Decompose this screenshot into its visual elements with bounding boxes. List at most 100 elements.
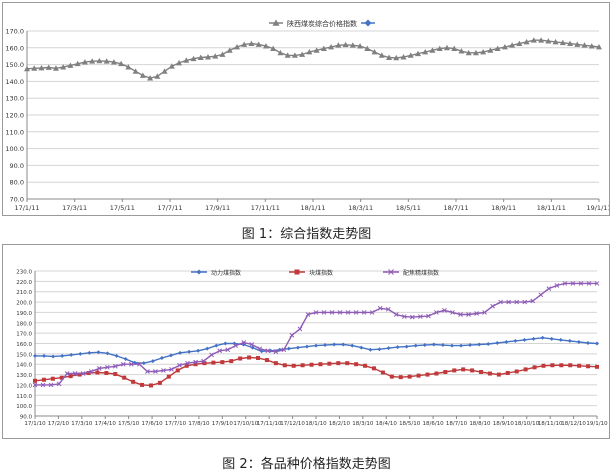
data-point <box>413 343 418 348</box>
x-tick-label: 18/10/10 <box>514 421 539 427</box>
data-point <box>594 281 600 286</box>
y-tick-label: 190.0 <box>16 311 32 317</box>
data-point <box>504 339 509 344</box>
composite-index-chart: 70.0 80.0 90.0 100.0 110.0 120.0 130.0 140.0 150… <box>5 19 609 212</box>
data-point <box>368 347 373 352</box>
data-point <box>309 362 314 367</box>
data-point <box>570 281 576 286</box>
data-point <box>559 363 564 368</box>
x-tick-label: 19/1/10 <box>586 421 608 427</box>
y-tick-label: 160.0 <box>16 342 32 348</box>
x-tick-label: 17/10/10 <box>233 421 258 427</box>
y-tick-label: 120.0 <box>16 383 32 389</box>
data-point <box>150 359 155 364</box>
x-tick-label: 17/2/10 <box>48 421 70 427</box>
data-point <box>178 350 183 355</box>
y-tick-label: 150.0 <box>5 61 24 69</box>
data-point <box>318 362 323 367</box>
data-point <box>487 371 492 376</box>
data-point <box>486 342 491 347</box>
data-point <box>52 65 59 71</box>
data-point <box>480 49 487 55</box>
legend-swatch-marker <box>294 269 300 275</box>
data-point <box>87 350 92 355</box>
legend-label: 陕西煤炭综合价格指数 <box>287 19 357 28</box>
legend-item-2 <box>361 19 375 27</box>
legend-swatch-marker <box>272 19 280 26</box>
data-point <box>255 41 262 47</box>
x-tick-label: 18/7/10 <box>446 421 468 427</box>
data-point <box>32 382 38 388</box>
data-point <box>122 375 127 380</box>
data-point <box>201 358 206 364</box>
x-tick-label: 18/11/11 <box>537 204 566 212</box>
data-point <box>104 364 110 370</box>
data-point <box>159 356 164 360</box>
data-point <box>304 344 309 349</box>
data-point <box>277 49 284 56</box>
data-point <box>422 49 429 55</box>
data-point <box>567 338 572 343</box>
data-point <box>166 374 171 379</box>
y-tick-label: 100.0 <box>16 404 32 410</box>
data-point <box>169 367 174 372</box>
x-tick-label: 17/11/10 <box>257 421 282 427</box>
data-point <box>522 299 528 305</box>
data-point <box>196 348 201 353</box>
data-point <box>522 337 527 342</box>
data-point <box>223 341 228 346</box>
data-point <box>205 346 210 351</box>
data-point <box>404 344 409 349</box>
data-point <box>549 336 554 341</box>
data-point <box>229 359 234 364</box>
data-point <box>595 364 599 369</box>
data-point <box>386 346 391 351</box>
x-tick-label: 18/12/10 <box>561 421 586 427</box>
series-3 <box>32 281 600 388</box>
x-tick-label: 18/9/10 <box>493 421 515 427</box>
y-tick-label: 110.0 <box>16 394 32 400</box>
data-point <box>80 371 86 376</box>
data-point <box>300 363 305 368</box>
data-point <box>596 43 602 50</box>
data-point <box>113 372 118 377</box>
data-point <box>140 382 145 387</box>
data-point <box>56 381 62 387</box>
data-point <box>241 41 248 47</box>
data-point <box>586 281 592 286</box>
data-point <box>414 50 421 57</box>
data-point <box>449 343 454 348</box>
x-tick-label: 17/12/10 <box>280 421 305 427</box>
data-point <box>329 310 335 315</box>
y-tick-label: 80.0 <box>10 179 24 187</box>
data-point <box>248 40 255 46</box>
x-tick-label: 18/5/10 <box>399 421 421 427</box>
data-point <box>490 303 495 309</box>
data-point <box>386 54 393 60</box>
x-tick-label: 18/6/10 <box>422 421 444 427</box>
x-tick-label: 17/5/10 <box>118 421 140 427</box>
data-point <box>465 49 472 56</box>
data-point <box>496 372 501 377</box>
data-point <box>458 312 463 317</box>
x-tick-label: 18/1/10 <box>305 421 327 427</box>
y-tick-label: 200.0 <box>16 301 32 307</box>
data-point <box>42 353 47 358</box>
data-point <box>470 368 475 373</box>
data-point <box>313 310 319 315</box>
data-point <box>530 298 536 304</box>
data-point <box>595 341 599 346</box>
data-point <box>259 349 264 354</box>
data-point <box>241 342 246 347</box>
data-point <box>214 343 219 348</box>
x-tick-label: 19/1/11 <box>586 204 609 212</box>
data-point <box>31 65 38 71</box>
data-point <box>523 38 530 45</box>
data-point <box>184 363 189 368</box>
chart-panel-variety-index: 90.0 100.0 110.0 120.0 130.0 140.0 150.0 160.0 1… <box>2 244 610 439</box>
y-tick-label: 170.0 <box>16 332 32 338</box>
data-point <box>212 53 219 59</box>
x-tick-label: 18/4/10 <box>376 421 398 427</box>
data-point <box>363 363 368 368</box>
data-point <box>24 65 30 72</box>
